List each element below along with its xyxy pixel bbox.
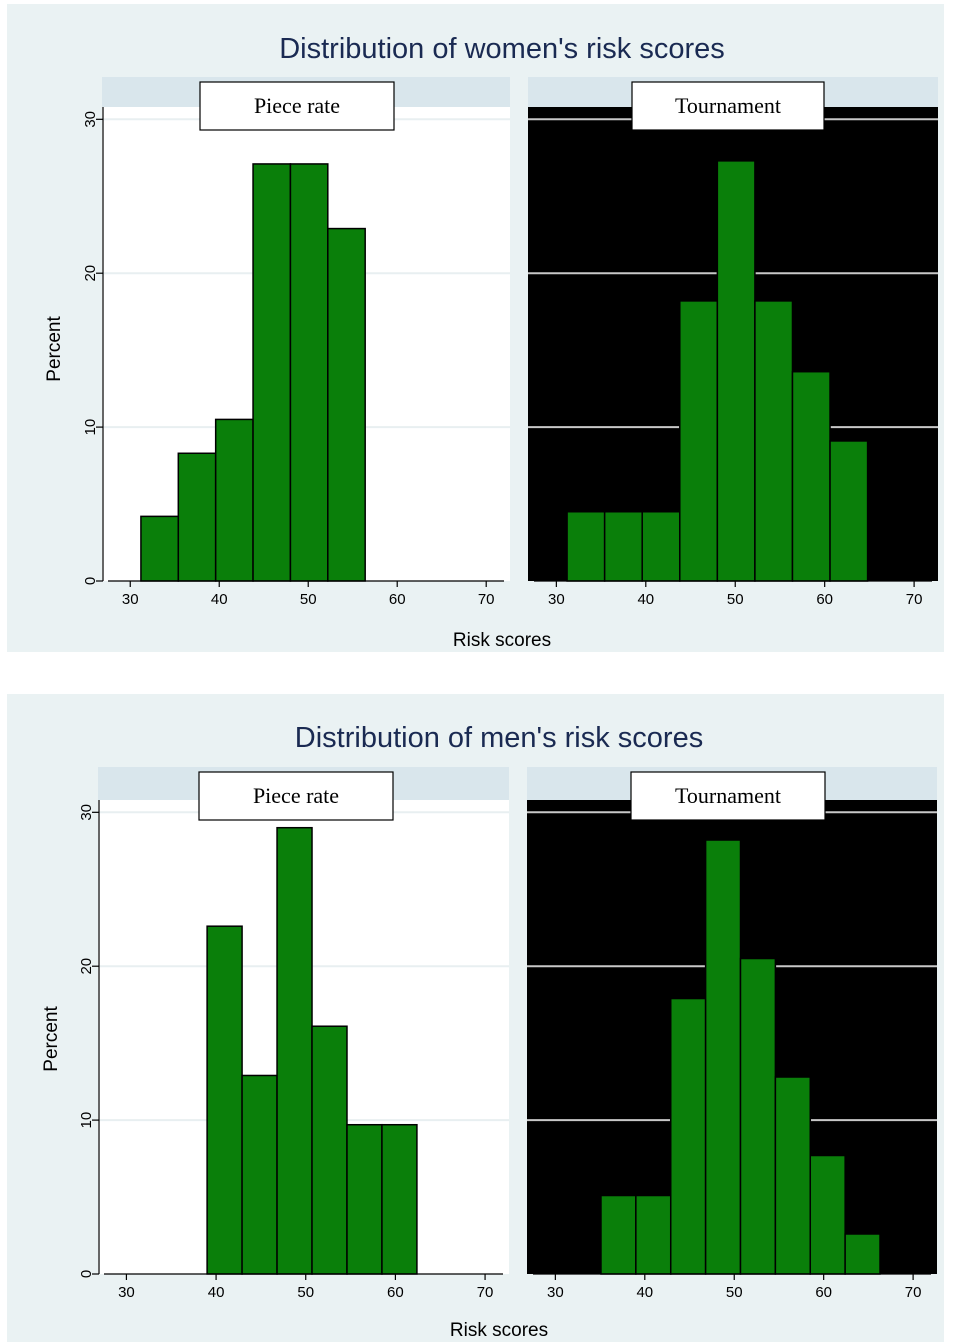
histogram-bar [716,160,756,582]
y-tick-label: 0 [78,1270,95,1278]
x-tick-label: 50 [726,1284,743,1301]
panel-label-box [198,771,394,821]
histogram-bar [311,1025,348,1275]
histogram-bar [214,418,254,582]
x-tick-label: 40 [211,591,228,608]
y-tick-label: 10 [78,1112,95,1129]
x-tick-label: 30 [548,591,565,608]
x-tick-label: 70 [478,591,495,608]
panel-piece-rate: 30 40 50 60 70 0 10 20 30 Piece rate [78,767,509,1301]
x-tick-label: 50 [297,1284,314,1301]
x-tick-label: 60 [387,1284,404,1301]
panel-tournament: 30 40 50 60 70 Tournament [528,77,938,608]
histogram-bar [600,1194,637,1275]
x-tick-label: 60 [816,591,833,608]
x-tick-label: 70 [906,591,923,608]
panel-label: Tournament [675,783,781,808]
histogram-bar [791,370,831,582]
y-tick-label: 20 [78,958,95,975]
histogram-bar [704,839,742,1275]
x-axis-title: Risk scores [450,1320,548,1341]
histogram-bar [739,957,777,1275]
panel-piece-rate: 30 40 50 60 70 0 10 20 30 Piece rate [82,77,510,608]
histogram-bar [241,1074,278,1275]
chart-title: Distribution of men's risk scores [295,722,703,754]
women-histogram-figure: Distribution of women's risk scores 30 40… [7,4,944,652]
histogram-bar [381,1123,418,1275]
y-tick-label: 30 [78,804,95,821]
x-tick-label: 50 [727,591,744,608]
men-histogram-figure: Distribution of men's risk scores 30 40 50… [7,694,944,1342]
histogram-bar [177,452,217,582]
x-tick-label: 30 [118,1284,135,1301]
x-tick-label: 50 [300,591,317,608]
histogram-bar [346,1123,383,1275]
x-tick-label: 70 [905,1284,922,1301]
histogram-bar [327,227,366,582]
y-tick-label: 10 [82,419,99,436]
panel-label-box [630,771,826,821]
histogram-bar [844,1233,881,1275]
x-tick-label: 40 [637,591,654,608]
x-tick-label: 40 [636,1284,653,1301]
men-histogram-svg: Distribution of men's risk scores 30 40 50… [41,722,937,1341]
x-tick-label: 60 [389,591,406,608]
y-tick-label: 20 [82,265,99,282]
x-tick-label: 70 [477,1284,494,1301]
panel-label-box [631,81,825,131]
panel-label-box [199,81,395,131]
histogram-bar [276,826,313,1275]
x-axis-title: Risk scores [453,630,551,651]
y-tick-label: 0 [82,577,99,585]
panel-label: Tournament [675,93,781,118]
histogram-bar [754,300,794,582]
panel-label: Piece rate [254,93,340,118]
histogram-bar [774,1076,812,1275]
y-tick-label: 30 [82,111,99,128]
x-tick-label: 30 [122,591,139,608]
y-axis-title: Percent [44,316,65,382]
histogram-bar [206,925,243,1275]
histogram-bar [809,1154,846,1275]
x-tick-label: 40 [208,1284,225,1301]
histogram-bar [641,510,681,582]
histogram-bar [635,1194,672,1275]
histogram-bar [679,300,719,582]
panel-tournament: 30 40 50 60 70 Tournament [527,767,937,1301]
histogram-bar [669,997,707,1275]
histogram-bar [566,510,606,582]
histogram-bar [829,440,869,582]
histogram-bar [603,510,643,582]
y-axis-title: Percent [41,1006,62,1072]
histogram-bar [252,163,292,582]
histogram-bar [289,163,329,582]
panel-label: Piece rate [253,783,339,808]
x-tick-label: 60 [815,1284,832,1301]
chart-title: Distribution of women's risk scores [279,33,725,65]
x-tick-label: 30 [547,1284,564,1301]
women-histogram-svg: Distribution of women's risk scores 30 40… [44,33,938,651]
histogram-bar [140,515,180,582]
